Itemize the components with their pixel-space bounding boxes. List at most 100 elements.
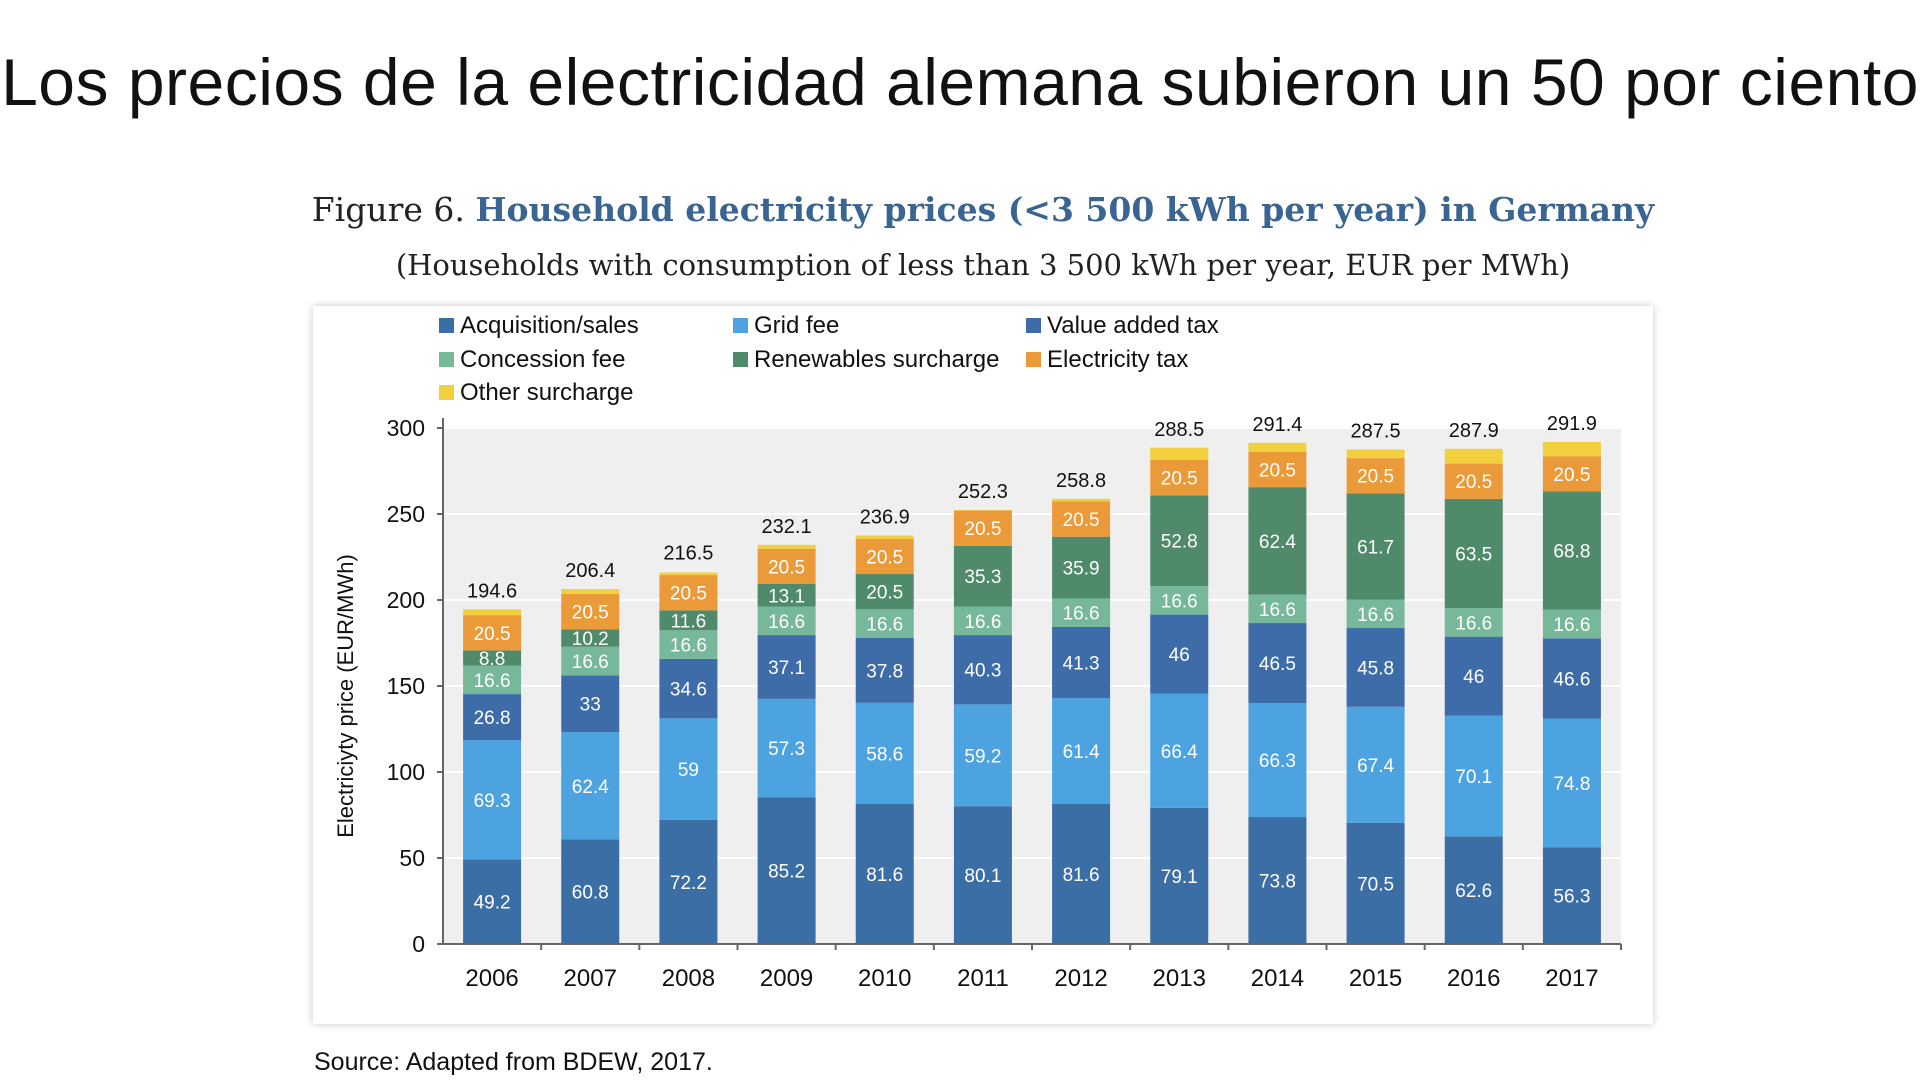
segment-label: 34.6: [670, 680, 707, 701]
bar-segment: [659, 658, 718, 719]
y-tick-label: 50: [399, 845, 425, 871]
total-label: 236.9: [860, 507, 910, 529]
segment-label: 16.6: [1259, 600, 1296, 621]
bar-segment: [953, 806, 1012, 944]
x-tick-label: 2006: [465, 965, 518, 992]
bar-segment: [659, 575, 718, 611]
bar-segment: [855, 609, 914, 638]
segment-label: 62.4: [1259, 532, 1296, 553]
segment-label: 20.5: [474, 624, 511, 645]
x-tick-label: 2009: [760, 965, 813, 992]
legend-label: Value added tax: [1047, 312, 1219, 339]
segment-label: 20.5: [1357, 467, 1394, 488]
bar-segment: [1444, 636, 1503, 716]
segment-label: 20.5: [1161, 469, 1198, 490]
legend-label: Grid fee: [754, 312, 839, 339]
segment-label: 20.5: [768, 557, 805, 578]
segment-label: 20.5: [1259, 461, 1296, 482]
bar-segment: [757, 797, 816, 944]
segment-label: 20.5: [670, 584, 707, 605]
segment-label: 46: [1463, 667, 1484, 688]
bar-segment: [1150, 495, 1209, 587]
segment-label: 16.6: [768, 612, 805, 633]
segment-label: 35.9: [1063, 559, 1100, 580]
x-tick-label: 2012: [1054, 965, 1107, 992]
bar-segment: [855, 574, 914, 610]
legend-label: Concession fee: [460, 346, 625, 373]
bar-segment: [1444, 448, 1503, 464]
segment-label: 66.3: [1259, 751, 1296, 772]
legend-swatch: [1026, 352, 1041, 367]
figure-title: Household electricity prices (<3 500 kWh…: [475, 190, 1655, 229]
segment-label: 68.8: [1553, 542, 1590, 563]
bar-segment: [757, 584, 816, 607]
segment-label: 70.1: [1455, 767, 1492, 788]
bar-segment: [855, 535, 914, 539]
y-tick-label: 100: [387, 759, 425, 785]
bar-segment: [855, 538, 914, 575]
segment-label: 16.6: [1455, 613, 1492, 634]
bar-segment: [1542, 847, 1601, 944]
y-tick-label: 200: [387, 587, 425, 613]
bar-segment: [757, 698, 816, 798]
total-label: 287.9: [1449, 420, 1499, 442]
segment-label: 35.3: [964, 567, 1001, 588]
bar-segment: [1346, 706, 1405, 823]
segment-label: 46.6: [1553, 669, 1590, 690]
segment-label: 60.8: [572, 883, 609, 904]
segment-label: 16.6: [1161, 591, 1198, 612]
segment-label: 20.5: [1455, 472, 1492, 493]
bar-segment: [757, 606, 816, 636]
segment-label: 69.3: [474, 791, 511, 812]
bar-segment: [953, 545, 1012, 607]
segment-label: 74.8: [1553, 774, 1590, 795]
bar-segment: [757, 635, 816, 699]
bar-segment: [1346, 628, 1405, 707]
bar-segment: [561, 629, 620, 647]
segment-label: 37.1: [768, 658, 805, 679]
bar-segment: [561, 839, 620, 944]
segment-label: 72.2: [670, 873, 707, 894]
bar-segment: [659, 572, 718, 576]
total-label: 258.8: [1056, 470, 1106, 492]
bar-segment: [1248, 623, 1307, 704]
bar-segment: [1150, 586, 1209, 615]
segment-label: 11.6: [671, 611, 707, 632]
segment-label: 63.5: [1455, 544, 1492, 565]
bar-segment: [659, 819, 718, 944]
segment-label: 62.6: [1455, 881, 1492, 902]
bar-segment: [561, 646, 620, 676]
legend-label: Renewables surcharge: [754, 346, 999, 373]
segment-label: 45.8: [1357, 658, 1394, 679]
figure-prefix: Figure 6.: [311, 190, 465, 229]
bar-segment: [463, 694, 522, 741]
x-tick-label: 2016: [1447, 965, 1500, 992]
segment-label: 20.5: [1553, 465, 1590, 486]
x-tick-label: 2011: [957, 965, 1009, 992]
source-note: Source: Adapted from BDEW, 2017.: [314, 1048, 713, 1076]
bar-segment: [953, 606, 1012, 636]
total-label: 232.1: [762, 516, 812, 538]
segment-label: 8.8: [479, 649, 505, 670]
x-tick-label: 2007: [564, 965, 617, 992]
bar-segment: [1052, 536, 1111, 599]
segment-label: 57.3: [768, 739, 805, 760]
legend-swatch: [439, 318, 454, 333]
bar-segment: [1248, 487, 1307, 595]
segment-label: 16.6: [1357, 605, 1394, 626]
bar-segment: [561, 588, 620, 594]
legend-label: Electricity tax: [1047, 346, 1188, 373]
segment-label: 16.6: [1063, 604, 1100, 625]
segment-label: 61.4: [1063, 742, 1100, 763]
bar-segment: [1052, 498, 1111, 502]
bar-segment: [1052, 627, 1111, 699]
y-axis-title: Electriciyty price (EUR/MWh): [333, 554, 358, 838]
segment-label: 13.1: [768, 586, 805, 607]
bar-segment: [953, 510, 1012, 546]
bar-segment: [463, 859, 522, 944]
bar-segment: [1052, 598, 1111, 628]
y-tick-label: 150: [387, 673, 425, 699]
slide-title: Los precios de la electricidad alemana s…: [1, 45, 1919, 119]
segment-label: 58.6: [866, 744, 903, 765]
x-tick-label: 2013: [1153, 965, 1206, 992]
